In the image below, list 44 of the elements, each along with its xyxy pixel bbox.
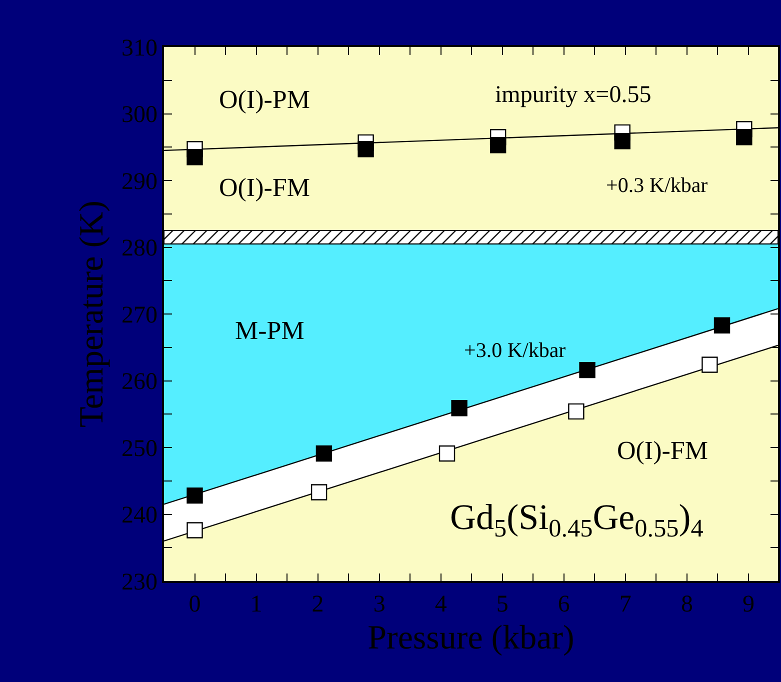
point: [438, 445, 456, 462]
y-axis-title: Temperature (K): [74, 200, 111, 428]
x-tick-label: 7: [619, 592, 632, 618]
x-tick-label: 5: [496, 592, 508, 618]
annotation: Gd$_{5}$(Si$_{0.45}$Ge$_{0.55}$)$_{4}$: [450, 497, 704, 543]
x-tick-label: 0: [188, 592, 201, 618]
y-tick-label: 240: [121, 502, 158, 529]
point: [702, 356, 718, 373]
point: [316, 445, 332, 462]
point: [186, 487, 203, 504]
y-tick-label: 280: [121, 236, 158, 262]
x-tick-label: 8: [680, 592, 693, 618]
x-tick-label: 6: [558, 592, 570, 618]
x-axis-title: Pressure (kbar): [368, 619, 574, 656]
y-tick-label: 290: [121, 168, 158, 195]
y-tick-label: 230: [121, 569, 158, 596]
point: [714, 317, 730, 334]
point: [451, 400, 468, 416]
x-tick-label: 1: [250, 592, 262, 618]
y-tick-label: 300: [121, 102, 158, 128]
y-tick-label: 270: [121, 302, 158, 328]
point: [568, 403, 584, 420]
x-tick-label: 2: [312, 592, 324, 618]
y-tick-label: 260: [121, 369, 158, 396]
x-tick-label: 4: [434, 592, 447, 618]
point: [310, 484, 328, 500]
annotation: O(I)-PM: [219, 85, 310, 114]
x-tick-label: 9: [742, 592, 754, 618]
annotation: O(I)-FM: [219, 173, 310, 202]
annotation: M-PM: [235, 316, 304, 345]
y-tick-label: 250: [121, 436, 158, 462]
point: [736, 129, 752, 146]
y-tick-label: 310: [121, 35, 158, 62]
point: [614, 133, 630, 150]
annotation: +3.0 K/kbar: [464, 338, 566, 362]
annotation: impurity x=0.55: [495, 82, 652, 108]
annotation: O(I)-FM: [617, 436, 708, 465]
point: [579, 362, 596, 378]
point: [186, 149, 203, 166]
point: [490, 137, 506, 154]
x-tick-label: 3: [373, 592, 386, 618]
point: [358, 141, 374, 158]
point: [186, 522, 203, 538]
annotation: +0.3 K/kbar: [606, 173, 708, 197]
